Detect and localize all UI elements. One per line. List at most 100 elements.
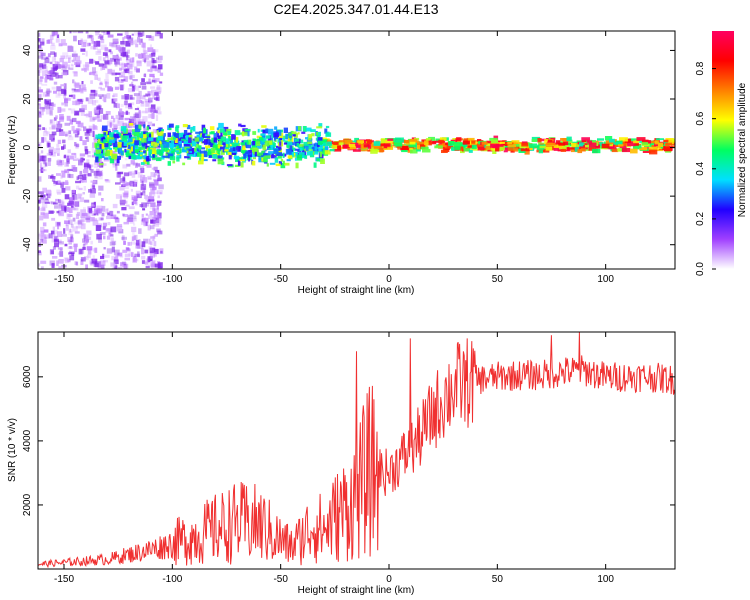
spectrogram-cell bbox=[152, 76, 155, 79]
spectrogram-cell bbox=[490, 142, 497, 145]
spectrogram-cell bbox=[149, 197, 155, 200]
spectrogram-cell bbox=[192, 126, 196, 132]
spectrogram-cell bbox=[48, 233, 53, 239]
spectrogram-xtick-label: -50 bbox=[273, 274, 288, 285]
spectrogram-cell bbox=[326, 141, 332, 146]
spectrogram-cell bbox=[85, 217, 90, 221]
spectrogram-cell bbox=[151, 79, 156, 83]
spectrogram-cell bbox=[127, 144, 133, 149]
spectrogram-cell bbox=[42, 62, 47, 65]
spectrogram-cell bbox=[79, 153, 86, 157]
spectrogram-cell bbox=[143, 159, 146, 163]
spectrogram-cell bbox=[186, 153, 192, 157]
spectrogram-cell bbox=[81, 213, 88, 217]
spectrogram-cell bbox=[51, 131, 57, 136]
spectrogram-cell bbox=[122, 249, 128, 253]
spectrogram-cell bbox=[654, 140, 659, 145]
spectrogram-cell bbox=[100, 152, 103, 156]
spectrogram-cell bbox=[295, 162, 299, 169]
spectrogram-cell bbox=[38, 128, 42, 131]
spectrogram-cell bbox=[158, 184, 164, 190]
spectrogram-cell bbox=[81, 84, 86, 91]
colorbar-tick-label: 0.8 bbox=[695, 61, 706, 75]
spectrogram-cell bbox=[217, 155, 223, 161]
spectrogram-cell bbox=[131, 183, 134, 186]
spectrogram-ytick-label: 20 bbox=[22, 93, 33, 105]
spectrogram-cell bbox=[247, 154, 252, 158]
spectrogram-cell bbox=[296, 142, 300, 148]
spectrogram-cell bbox=[87, 154, 91, 158]
spectrogram-cell bbox=[122, 192, 129, 198]
spectrogram-cell bbox=[145, 213, 148, 216]
spectrogram-cell bbox=[108, 155, 112, 160]
spectrogram-ytick-label: -40 bbox=[22, 237, 33, 252]
spectrogram-cell bbox=[112, 263, 115, 266]
spectrogram-cell bbox=[115, 194, 122, 199]
spectrogram-cell bbox=[136, 132, 143, 138]
spectrogram-cell bbox=[177, 144, 182, 148]
spectrogram-cell bbox=[151, 131, 154, 138]
spectrogram-cell bbox=[161, 144, 165, 151]
spectrogram-cell bbox=[67, 246, 74, 250]
spectrogram-cell bbox=[68, 134, 72, 138]
spectrogram-cell bbox=[145, 221, 148, 226]
spectrogram-cell bbox=[42, 91, 48, 97]
spectrogram-cell bbox=[187, 132, 192, 136]
spectrogram-cell bbox=[150, 147, 156, 153]
spectrogram-cell bbox=[100, 39, 105, 44]
spectrogram-cell bbox=[105, 81, 109, 88]
spectrogram-cell bbox=[93, 125, 97, 130]
spectrogram-cell bbox=[646, 140, 651, 144]
spectrogram-cell bbox=[148, 238, 151, 245]
spectrogram-cell bbox=[133, 255, 136, 262]
spectrogram-cell bbox=[109, 122, 112, 128]
spectrogram-cell bbox=[40, 194, 46, 199]
spectrogram-cell bbox=[611, 143, 616, 147]
spectrogram-cell bbox=[119, 186, 125, 191]
spectrogram-cell bbox=[49, 249, 54, 255]
spectrogram-cell bbox=[67, 157, 70, 162]
spectrogram-cell bbox=[99, 36, 104, 40]
spectrogram-cell bbox=[71, 59, 75, 62]
spectrogram-cell bbox=[58, 204, 63, 209]
spectrogram-cell bbox=[183, 130, 188, 136]
colorbar-ticks: 0.00.20.40.60.8 bbox=[695, 61, 716, 276]
spectrogram-cell bbox=[135, 165, 139, 168]
spectrogram-cell bbox=[94, 100, 99, 103]
spectrogram-cell bbox=[156, 157, 162, 162]
spectrogram-cell bbox=[217, 149, 221, 155]
spectrogram-cell bbox=[280, 140, 284, 143]
spectrogram-cell bbox=[47, 157, 52, 162]
spectrogram-cell bbox=[58, 131, 65, 136]
spectrogram-cell bbox=[131, 155, 137, 160]
spectrogram-cell bbox=[54, 229, 58, 234]
spectrogram-cell bbox=[38, 103, 41, 106]
spectrogram-cell bbox=[109, 69, 115, 75]
spectrogram-cell bbox=[156, 31, 161, 34]
spectrogram-cell bbox=[113, 141, 118, 147]
spectrogram-cell bbox=[150, 86, 156, 89]
spectrogram-cell bbox=[38, 38, 41, 42]
spectrogram-cell bbox=[84, 199, 90, 203]
spectrogram-cell bbox=[165, 152, 170, 159]
spectrogram-cell bbox=[129, 57, 134, 63]
spectrogram-cell bbox=[102, 96, 106, 101]
spectrogram-cell bbox=[115, 166, 118, 171]
spectrogram-cell bbox=[580, 148, 586, 152]
spectrogram-cell bbox=[56, 173, 61, 176]
spectrogram-cell bbox=[141, 143, 145, 147]
spectrogram-cell bbox=[68, 207, 73, 213]
spectrogram-cell bbox=[135, 242, 141, 249]
spectrogram-cell bbox=[150, 52, 156, 57]
spectrogram-cell bbox=[529, 143, 538, 148]
spectrogram-cell bbox=[571, 143, 576, 147]
spectrogram-cell bbox=[38, 99, 41, 102]
spectrogram-cell bbox=[471, 144, 477, 149]
spectrogram-cell bbox=[38, 70, 41, 76]
spectrogram-cell bbox=[251, 160, 256, 166]
spectrogram-cell bbox=[59, 199, 64, 205]
spectrogram-cell bbox=[191, 140, 197, 147]
spectrogram-cell bbox=[143, 128, 147, 132]
spectrogram-cell bbox=[58, 210, 64, 217]
spectrogram-xtick-label: -100 bbox=[162, 274, 182, 285]
